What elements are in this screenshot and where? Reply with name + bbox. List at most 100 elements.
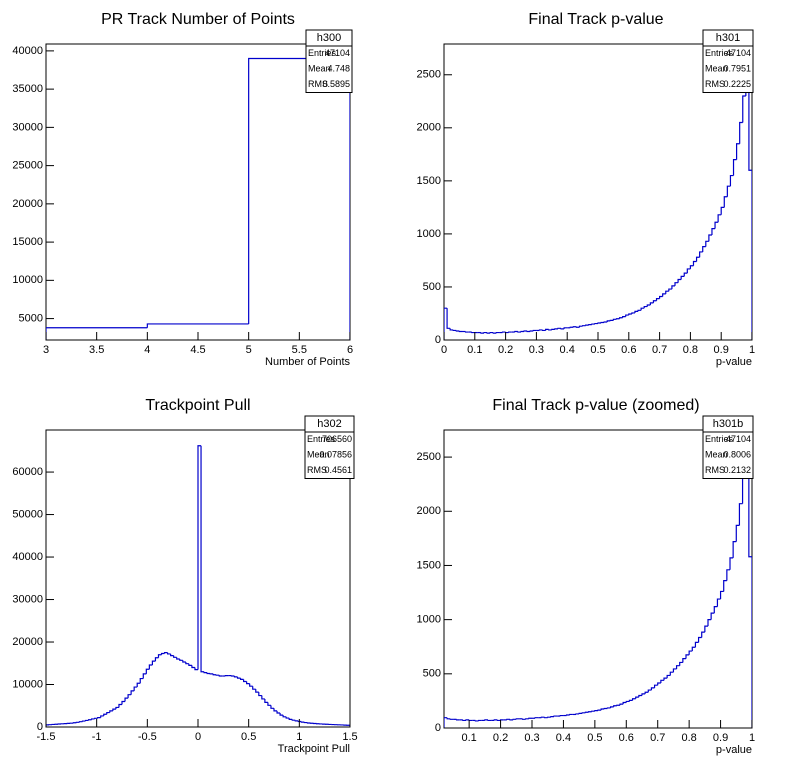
bar <box>517 331 521 333</box>
bar <box>591 323 595 325</box>
x-tick-label: 1 <box>296 731 302 743</box>
bar <box>146 323 249 328</box>
bar <box>465 719 470 721</box>
x-tick-label: 1.5 <box>342 731 357 743</box>
bar <box>618 317 623 319</box>
bar <box>540 716 545 718</box>
bar <box>449 328 454 331</box>
x-tick-label: 0.3 <box>524 732 539 744</box>
bar <box>732 159 737 176</box>
y-tick-label: 50000 <box>12 508 43 520</box>
bar <box>584 711 589 713</box>
bar <box>660 679 664 684</box>
y-tick-label: 60000 <box>12 466 43 478</box>
bar <box>591 710 595 712</box>
x-tick-label: 6 <box>347 344 353 356</box>
x-tick-label: 1 <box>749 344 755 356</box>
x-tick-label: -1.5 <box>37 731 56 743</box>
bar <box>716 598 721 607</box>
bar <box>261 695 265 700</box>
stats-value: 0.7951 <box>723 64 751 74</box>
bar <box>635 696 639 699</box>
bar <box>455 719 460 721</box>
x-tick-label: 0.7 <box>650 732 665 744</box>
bar <box>662 293 666 297</box>
bar <box>694 641 699 648</box>
bar <box>560 328 565 330</box>
bar <box>160 652 165 655</box>
y-tick-label: 30000 <box>12 593 43 605</box>
x-tick-label: 0.5 <box>590 344 605 356</box>
bar <box>615 318 620 320</box>
bar <box>94 717 98 719</box>
bar <box>444 717 448 728</box>
y-tick-label: 2000 <box>417 122 441 134</box>
stats-label: RMS <box>705 465 725 475</box>
bar <box>682 658 686 663</box>
bar <box>541 329 546 332</box>
bar <box>173 655 177 658</box>
bar <box>520 330 525 333</box>
bar <box>634 310 639 313</box>
stats-label: Mean <box>705 64 728 74</box>
bar <box>563 327 568 329</box>
y-tick-label: 10000 <box>12 678 43 690</box>
bar <box>170 653 174 657</box>
bar <box>707 619 712 627</box>
bar <box>136 682 141 688</box>
bar <box>683 272 688 277</box>
x-tick-label: 0.5 <box>587 732 602 744</box>
bar <box>666 674 671 679</box>
bar <box>185 661 189 665</box>
x-tick-label: 0.8 <box>683 344 698 356</box>
bar <box>282 715 287 718</box>
bar <box>521 718 526 720</box>
bar <box>720 206 725 215</box>
y-tick-label: 5000 <box>19 312 43 324</box>
bar <box>691 646 696 652</box>
bar <box>258 692 262 697</box>
bar <box>726 185 731 197</box>
bar <box>659 295 663 299</box>
bar <box>575 713 580 715</box>
bar <box>714 221 719 229</box>
bar <box>133 686 138 691</box>
bar <box>508 331 512 333</box>
stats-value: 0.4561 <box>324 465 352 475</box>
bar <box>233 676 238 678</box>
bar <box>532 329 537 332</box>
bar <box>719 590 724 600</box>
bar <box>130 690 135 695</box>
x-tick-label: 0.8 <box>681 732 696 744</box>
bar <box>705 240 709 247</box>
stats-box <box>304 415 355 479</box>
stats-name: h302 <box>317 418 341 430</box>
bar <box>506 718 510 720</box>
bar <box>554 328 558 330</box>
stats-label: RMS <box>705 79 725 89</box>
bar <box>657 682 661 686</box>
stats-value: 0.5895 <box>322 79 350 89</box>
bar <box>78 721 83 723</box>
y-tick-label: 40000 <box>12 45 43 57</box>
bar <box>686 268 691 274</box>
chart-title: Final Track p-value <box>528 11 663 28</box>
stats-box <box>305 29 353 93</box>
bar <box>163 652 168 654</box>
bar <box>294 720 299 722</box>
bar <box>582 325 586 327</box>
bar <box>631 312 635 315</box>
y-tick-label: 40000 <box>12 551 43 563</box>
bar <box>474 720 479 722</box>
bar <box>346 724 350 727</box>
bar <box>112 708 116 711</box>
bar <box>523 330 528 332</box>
x-tick-label: 5.5 <box>292 344 307 356</box>
bar <box>273 708 278 712</box>
bar <box>597 709 602 711</box>
x-tick-label: 0.9 <box>713 732 728 744</box>
bar <box>489 331 494 334</box>
bar <box>455 330 460 332</box>
bar <box>638 694 642 698</box>
